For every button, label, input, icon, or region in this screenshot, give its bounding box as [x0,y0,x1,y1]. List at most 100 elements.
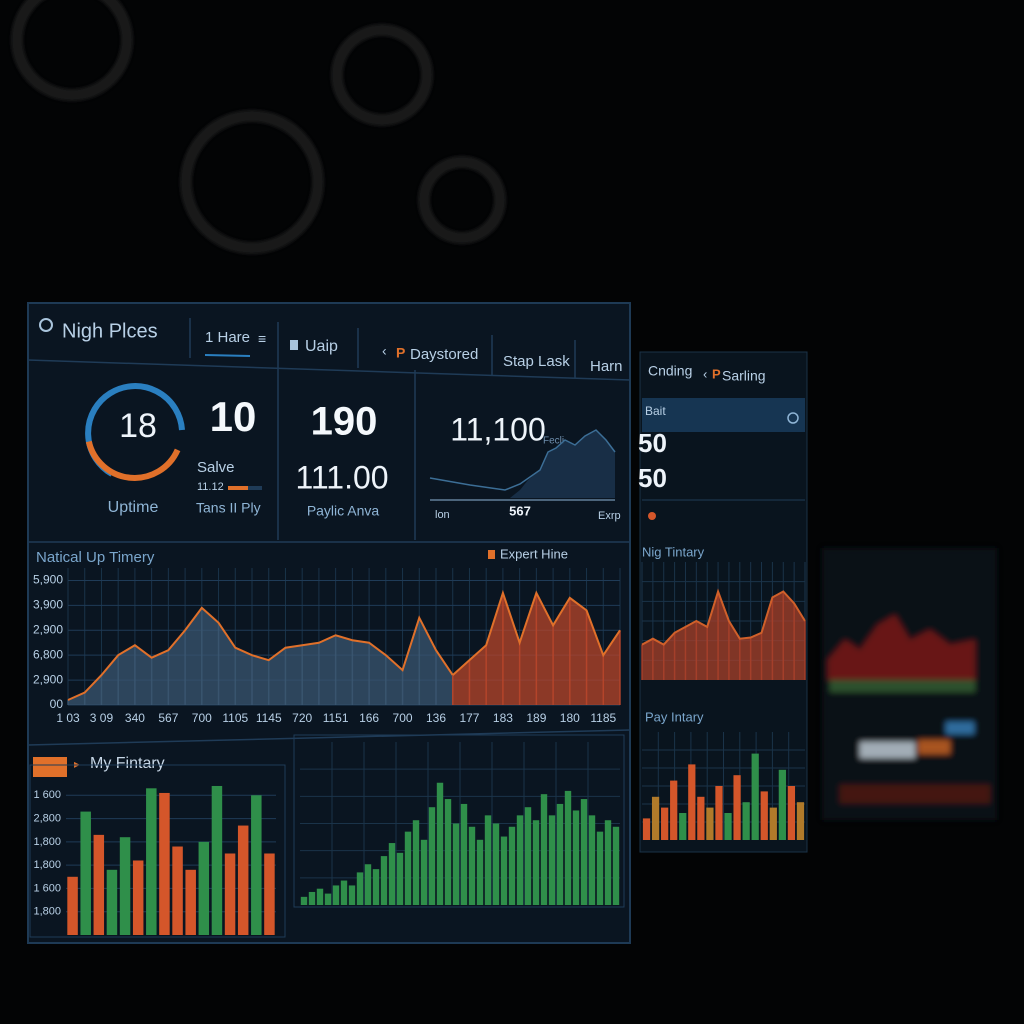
bar [540,794,548,905]
bar [159,792,170,935]
bar [412,820,420,905]
far-chart [828,615,975,680]
bar [670,780,678,840]
far-panel [822,548,997,820]
y-tick-label: 00 [50,697,64,711]
chart-title: Pay Intary [645,709,704,724]
y-tick-label: 5,900 [33,573,63,587]
bar [119,837,131,935]
dividers [27,318,631,746]
bar [198,841,210,935]
x-tick-label: 1185 [590,711,616,725]
x-tick-label: 567 [158,711,178,725]
tab-accent: P [396,345,405,361]
bar [264,853,275,935]
bar [93,834,105,935]
series-line [67,606,454,701]
x-tick-label: 3 09 [90,711,114,725]
bar [324,893,332,905]
bar [308,891,316,905]
legend-swatch [488,550,495,559]
gauge-arc [85,440,181,481]
chart-frame [293,734,625,908]
bar [572,810,580,905]
x-tick-label: 340 [125,711,145,725]
x-tick-label: 1145 [256,711,282,725]
side-tab[interactable]: Sarling [722,368,766,384]
bar [548,815,556,905]
y-tick-label: 3,900 [33,598,63,612]
divider [27,359,631,381]
trend-note: Fecli [543,436,564,447]
bar [556,803,564,905]
bar [778,769,786,840]
stat-caption: Tans II Ply [196,500,261,516]
y-tick-label: 2,900 [33,622,63,636]
bar [588,815,596,905]
badge [33,757,67,777]
bar [106,869,118,935]
bar [356,872,364,905]
bar [697,796,705,840]
bar [580,799,588,905]
search-bar[interactable] [642,398,805,432]
trend-value: 11,100 [450,411,546,447]
series-line [452,589,621,676]
bar [492,823,500,905]
x-tick-label: 136 [426,711,446,725]
trend-label: Exrp [598,510,621,522]
search-icon[interactable] [787,412,799,424]
tab[interactable]: Stap Lask [503,353,570,370]
tab[interactable]: Nigh Plces [62,320,158,342]
bar [452,823,460,905]
tab[interactable]: Uaip [305,338,338,355]
search-icon[interactable] [39,318,53,332]
tab[interactable]: Harn [590,358,623,375]
back-icon[interactable]: ‹ [703,366,707,381]
bar [751,753,759,840]
bar [300,896,308,905]
tab[interactable]: 1 Hare [205,329,250,346]
gauge-value: 18 [119,407,157,445]
bar [604,820,612,905]
speaker [180,110,324,254]
bar [388,843,396,905]
payload-sub: 111.00 [295,459,388,495]
bar [715,786,723,840]
tab[interactable]: Daystored [410,346,478,363]
bar [724,813,732,840]
area-fill [68,607,453,705]
speaker [11,0,133,101]
dot [648,512,656,520]
x-tick-label: 166 [359,711,379,725]
bar [172,846,183,935]
bar [769,807,777,840]
x-tick-label: 700 [192,711,212,725]
x-tick-label: 180 [560,711,580,725]
y-tick-label: 1,800 [33,836,61,848]
search-text[interactable]: Bait [645,404,666,418]
chart-title: My Fintary [90,755,165,772]
series-line [641,588,806,646]
bar [796,802,805,840]
bar [132,860,144,935]
back-icon[interactable]: ‹ [382,343,387,359]
bar [484,815,492,905]
menu-icon[interactable]: ≡ [258,331,266,347]
x-tick-label: 1105 [222,711,248,725]
bar [396,852,404,905]
bar [444,799,452,905]
side-stat: 50 [638,428,667,458]
bar [420,839,428,905]
chart-title: Nig Tintary [642,544,705,559]
stat-bar-track [248,486,262,490]
bar [67,876,78,935]
x-tick-label: 189 [526,711,546,725]
bar [706,807,714,840]
bar [80,811,91,935]
area-fill [642,591,805,680]
trend-label: 567 [509,503,531,518]
sparkline-fill [510,430,615,498]
side-tab[interactable]: Cnding [648,363,692,379]
bar [237,825,249,935]
